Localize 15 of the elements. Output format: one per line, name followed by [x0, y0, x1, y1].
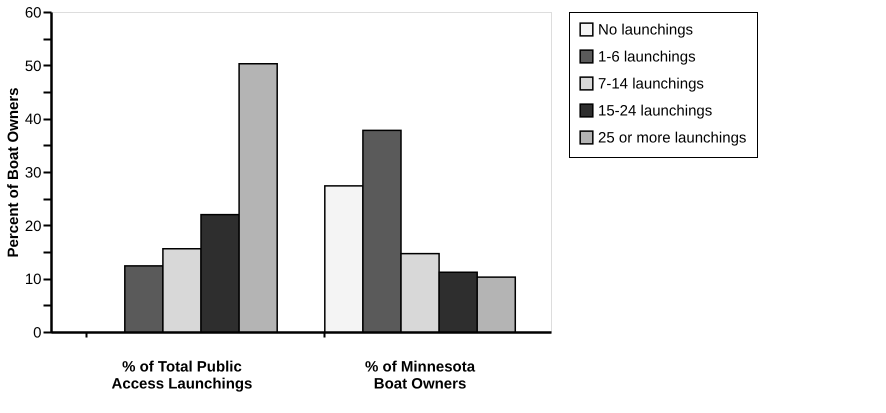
legend-label: 25 or more launchings	[598, 130, 746, 146]
y-tick-label: 60	[24, 4, 42, 22]
y-tick-label: 0	[33, 324, 42, 342]
legend-label: 7-14 launchings	[598, 76, 704, 92]
y-tick-label: 10	[24, 271, 42, 288]
legend-label: 15-24 launchings	[598, 102, 712, 120]
y-tick-label: 20	[24, 218, 42, 235]
y-tick-label: 50	[24, 58, 42, 75]
y-axis-title: Percent of Boat Owners	[4, 87, 22, 258]
x-tick-label: % of Total Public Access Launchings	[112, 358, 252, 392]
legend-label: No launchings	[598, 22, 694, 38]
legend-label: 1-6 launchings	[598, 48, 696, 66]
y-tick-label: 40	[24, 111, 42, 128]
y-tick-label: 30	[24, 164, 42, 182]
x-tick-label: % of Minnesota Boat Owners	[365, 358, 476, 392]
